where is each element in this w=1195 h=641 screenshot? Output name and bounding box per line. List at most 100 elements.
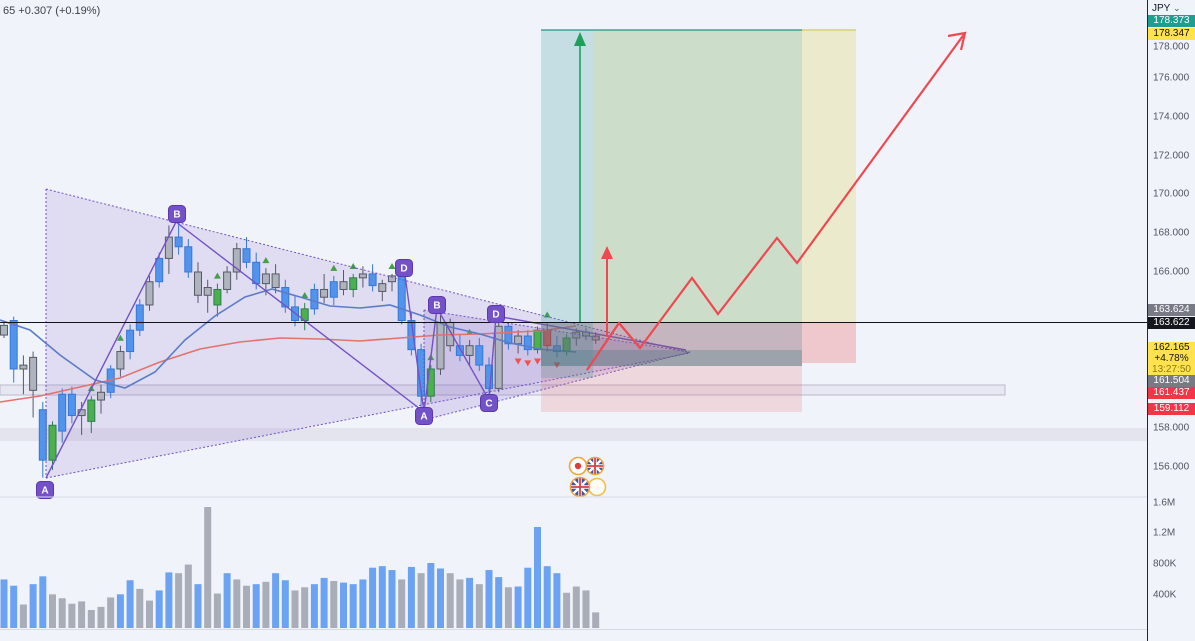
projection-zone[interactable] — [541, 350, 802, 366]
uk-flag-icon — [569, 476, 591, 498]
chart-canvas[interactable]: A B D B D C A — [0, 0, 1147, 641]
pattern-solid-line[interactable] — [403, 267, 425, 413]
candle-body — [310, 288, 319, 310]
volume-bar — [272, 573, 280, 628]
projection-zone[interactable] — [541, 30, 593, 378]
countdown-badge: 162.165 +4.78% 13:27:50 — [1148, 342, 1195, 375]
candle-body — [368, 273, 377, 287]
volume-tick-label: 400K — [1153, 589, 1177, 601]
candle-body — [48, 424, 57, 461]
candle-body — [97, 391, 105, 401]
candle-body — [320, 288, 329, 298]
pattern-point-label-a[interactable]: A — [36, 481, 54, 499]
volume-bar — [68, 603, 76, 628]
triangle-pattern-fill[interactable] — [46, 189, 690, 478]
candle-body — [465, 345, 474, 356]
blue-moving-average-line[interactable] — [0, 288, 577, 389]
volume-bar — [592, 612, 600, 628]
projection-zone[interactable] — [593, 30, 802, 322]
volume-bar — [485, 570, 493, 628]
pattern-solid-line[interactable] — [45, 221, 177, 479]
candle-body — [388, 275, 396, 283]
candle-body — [261, 273, 270, 285]
volume-bar — [504, 587, 512, 628]
candle-body — [232, 248, 241, 273]
chevron-down-icon: ⌄ — [1172, 3, 1181, 13]
pattern-point-label-b[interactable]: B — [168, 205, 186, 223]
candle-body — [145, 281, 154, 306]
price-tick-label: 172.000 — [1153, 150, 1190, 162]
pattern-dotted-line[interactable] — [45, 188, 691, 354]
volume-bar — [136, 588, 144, 628]
price-badge: 163.622 — [1148, 317, 1195, 329]
volume-bar — [446, 573, 454, 628]
volume-bar — [281, 580, 289, 628]
red-moving-average-line[interactable] — [0, 325, 577, 403]
volume-bar — [10, 585, 18, 628]
volume-tick-label: 800K — [1153, 558, 1177, 570]
volume-bar — [349, 584, 357, 628]
price-tick-label: 166.000 — [1153, 266, 1190, 278]
pattern-point-label-d[interactable]: D — [395, 259, 413, 277]
price-axis-pane[interactable]: JPY ⌄ 178.000 176.000 174.000 172.000 170.00… — [1148, 0, 1195, 641]
flag-ring-icon — [587, 477, 607, 497]
candle-body — [213, 288, 222, 306]
price-tick-label: 174.000 — [1153, 111, 1190, 123]
candle-body — [339, 281, 348, 290]
pattern-solid-line[interactable] — [488, 315, 497, 401]
volume-bar — [340, 582, 347, 628]
candle-body — [9, 320, 18, 370]
candle-body — [504, 325, 513, 345]
candle-body — [552, 345, 561, 353]
countdown-row: +4.78% — [1154, 353, 1189, 364]
candle-body — [475, 345, 484, 366]
signal-down-triangle-icon — [514, 358, 522, 365]
candle-body — [436, 321, 445, 370]
pattern-solid-line[interactable] — [436, 307, 490, 401]
uk-flag-icon — [585, 456, 605, 476]
japan-flag-icon — [568, 456, 588, 476]
signal-up-triangle-icon — [330, 264, 338, 271]
volume-bar — [369, 567, 377, 628]
pattern-solid-line[interactable] — [423, 307, 438, 413]
volume-bar — [116, 594, 124, 628]
price-badge: 163.624 — [1148, 304, 1195, 316]
volume-bar — [155, 590, 163, 628]
svg-text:A: A — [41, 486, 48, 497]
pattern-solid-line[interactable] — [175, 221, 425, 413]
pattern-point-label-a[interactable]: A — [415, 407, 433, 425]
candle-body — [135, 304, 144, 331]
pattern-point-label-c[interactable]: C — [480, 394, 498, 412]
candle-body — [533, 329, 542, 351]
pattern-point-label-b[interactable]: B — [428, 296, 446, 314]
pattern-dotted-line[interactable] — [423, 309, 691, 353]
signal-up-triangle-icon — [349, 262, 357, 269]
candle-body — [174, 236, 183, 248]
projection-zone[interactable] — [541, 322, 802, 412]
pattern-point-label-d[interactable]: D — [487, 305, 505, 323]
candle-body — [494, 325, 503, 389]
candle-body — [194, 271, 202, 296]
volume-bar — [146, 600, 153, 628]
currency-selector[interactable]: JPY ⌄ — [1152, 3, 1181, 14]
price-tick-label: 176.000 — [1153, 72, 1190, 84]
candle-body — [281, 287, 290, 308]
signal-down-triangle-icon — [534, 358, 541, 365]
projection-zone[interactable] — [541, 322, 802, 366]
pattern-solid-line[interactable] — [495, 315, 687, 351]
volume-bar — [553, 573, 561, 628]
volume-bar — [543, 566, 551, 628]
candle-body — [523, 335, 532, 351]
pattern-dotted-line[interactable] — [423, 351, 691, 421]
volume-bar — [572, 586, 580, 628]
volume-bar — [252, 584, 260, 628]
symbol-legend[interactable]: 65 +0.307 (+0.19%) — [3, 5, 101, 17]
green-up-arrow-head-icon — [574, 32, 586, 46]
pattern-dotted-line[interactable] — [45, 352, 691, 479]
projection-zone[interactable] — [802, 30, 856, 322]
red-projection-zigzag[interactable] — [586, 32, 966, 371]
projection-zone[interactable] — [802, 322, 856, 363]
volume-bar — [407, 566, 415, 628]
volume-bar — [514, 586, 522, 628]
